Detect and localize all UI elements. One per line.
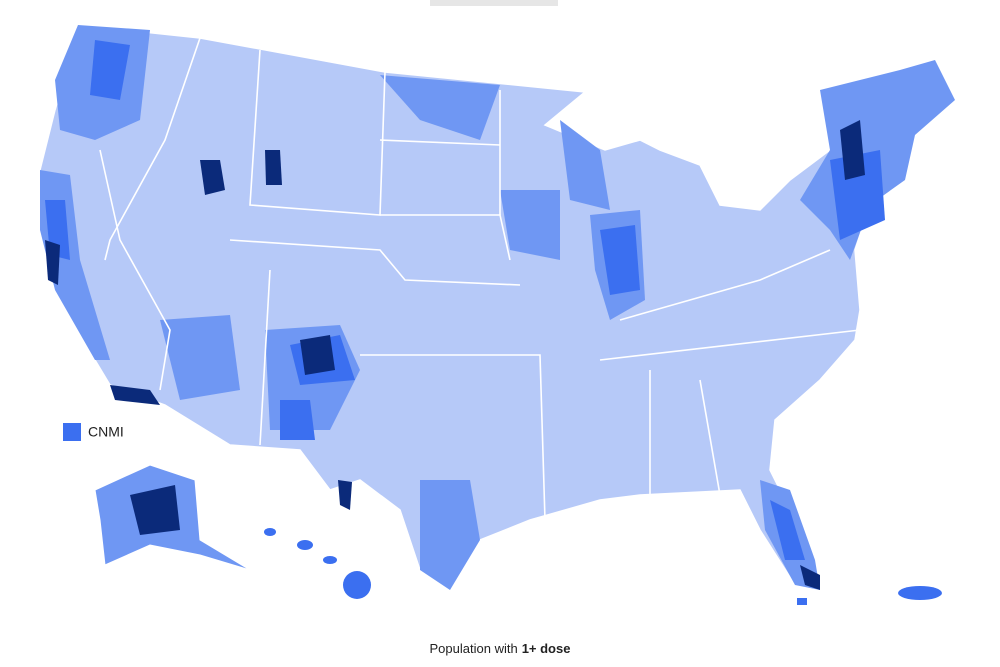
alaska-dark bbox=[130, 485, 180, 535]
top-handle bbox=[430, 0, 558, 6]
legend-label: CNMI bbox=[88, 424, 124, 440]
map: CNMI bbox=[39, 0, 956, 605]
high-regions bbox=[45, 40, 885, 560]
state-borders bbox=[99, 37, 861, 521]
caption-text: Population with bbox=[429, 641, 518, 656]
puerto-rico bbox=[898, 586, 942, 600]
highest-regions bbox=[45, 120, 865, 590]
caption: Population with 1+ dose bbox=[0, 641, 1000, 656]
hawaii bbox=[264, 528, 371, 599]
caption-emphasis: 1+ dose bbox=[521, 641, 571, 656]
territory bbox=[797, 598, 807, 605]
legend-swatch bbox=[63, 423, 81, 441]
